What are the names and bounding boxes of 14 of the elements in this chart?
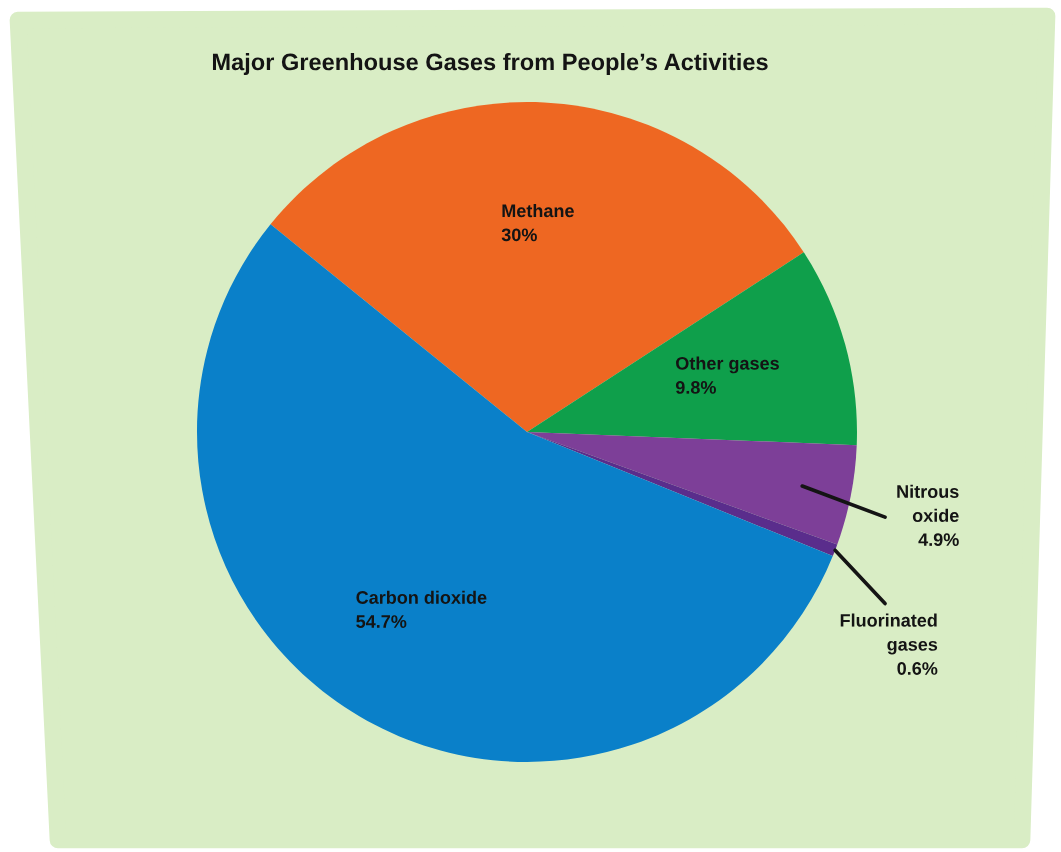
- slice-label: Carbon dioxide: [356, 590, 487, 604]
- pie-slice: [527, 252, 857, 446]
- data-label: 30%: [501, 228, 537, 242]
- slice-label: Fluorinated gases: [840, 613, 938, 655]
- data-label: 54.7%: [356, 615, 407, 628]
- pie-slice: [270, 102, 804, 432]
- data-label: 4.9%: [918, 533, 959, 547]
- pie-slice: [197, 224, 833, 762]
- data-label: 9.8%: [675, 381, 716, 394]
- slice-label: Nitrous oxide: [897, 484, 959, 522]
- data-label: 0.6%: [897, 662, 938, 675]
- slice-label: Methane: [502, 203, 574, 218]
- slice-label: Other gases: [676, 356, 779, 374]
- chart-title: Major Greenhouse Gases from People’s Activities: [212, 53, 768, 75]
